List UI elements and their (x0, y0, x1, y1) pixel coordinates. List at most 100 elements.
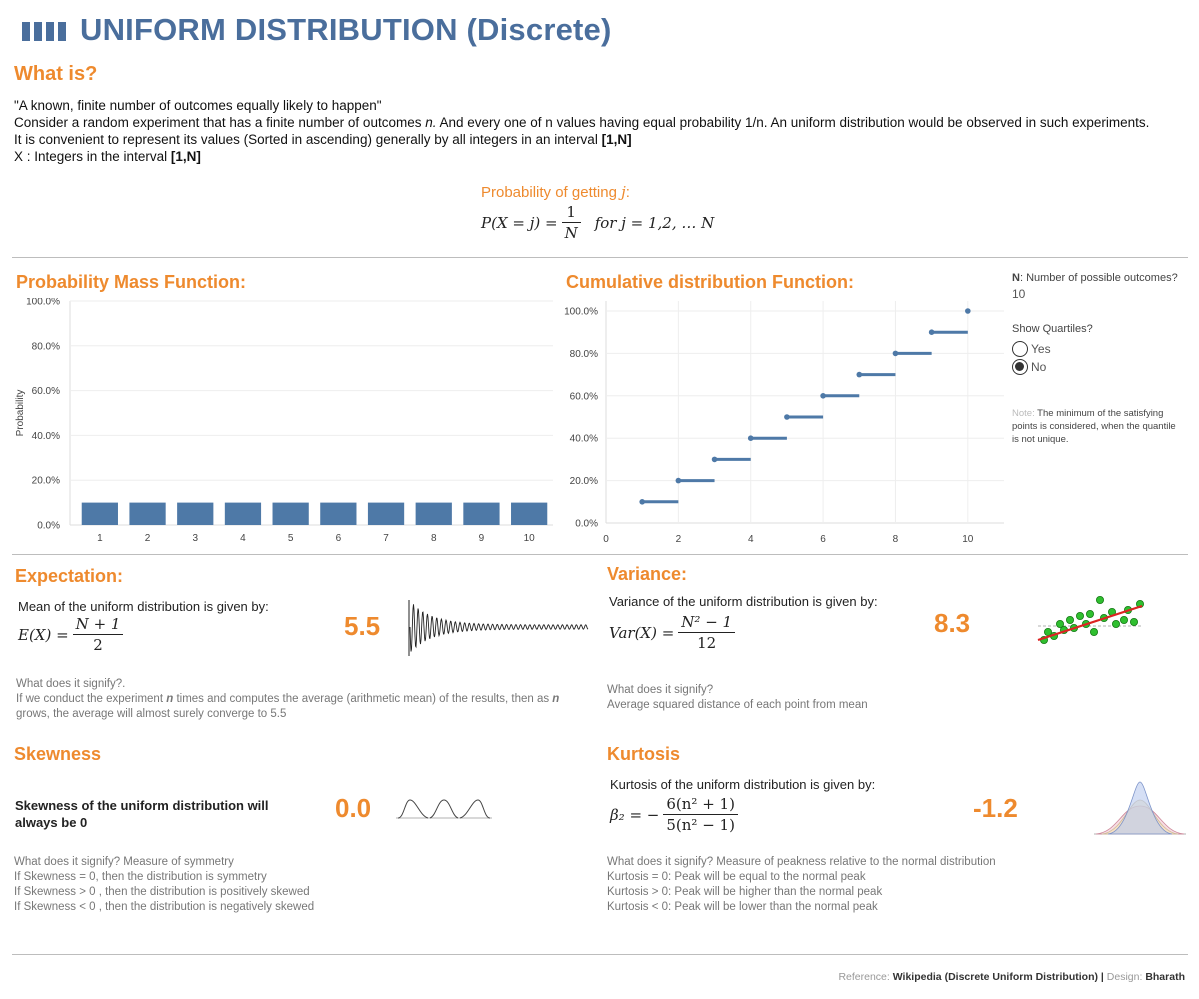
pmf-x-tick-label: 6 (336, 533, 342, 544)
bar-chart-icon (22, 22, 66, 41)
cdf-y-tick-label: 80.0% (570, 349, 598, 360)
skew-curves-icon (396, 799, 492, 819)
scatter-dot (1120, 615, 1129, 624)
pmf-x-tick-label: 4 (240, 533, 246, 544)
variance-title: Variance: (607, 564, 688, 584)
pmf-x-tick-label: 7 (383, 533, 389, 544)
radio-yes[interactable]: Yes (1012, 341, 1192, 357)
cdf-point (784, 414, 790, 420)
skewness-signify: What does it signify? Measure of symmetr… (14, 856, 315, 913)
intro-text: "A known, finite number of outcomes equa… (14, 97, 1189, 165)
scatter-dot (1096, 596, 1105, 604)
skewness-title: Skewness (14, 744, 102, 764)
scatter-dot (1076, 611, 1085, 620)
pmf-y-tick-label: 80.0% (32, 341, 60, 352)
cdf-x-tick-label: 6 (820, 534, 826, 545)
n-input[interactable]: 10 (1012, 287, 1026, 301)
cdf-title: Cumulative distribution Function: (566, 272, 854, 292)
kurtosis-formula: β₂ = − 6(n² + 1) 5(n² − 1) (610, 794, 738, 835)
pmf-y-tick-label: 40.0% (32, 431, 60, 442)
cdf-point (856, 371, 863, 378)
variance-signify: What does it signify? Average squared di… (607, 684, 868, 711)
variance-formula: Var(X) = N² − 1 12 (609, 612, 736, 653)
radio-yes-circle[interactable] (1012, 341, 1028, 357)
cdf-point (892, 350, 899, 357)
intro-quote: "A known, finite number of outcomes equa… (14, 98, 382, 113)
kurtosis-signify: What does it signify? Measure of peaknes… (607, 856, 996, 913)
what-is-heading: What is? (14, 63, 98, 85)
intro-line3: It is convenient to represent its values… (14, 132, 632, 147)
cdf-y-tick-label: 60.0% (570, 391, 598, 402)
scatter-dot (1066, 615, 1075, 624)
convergence-graph-icon (408, 600, 589, 656)
pmf-x-tick-label: 5 (288, 533, 294, 544)
pmf-y-tick-label: 0.0% (37, 521, 60, 532)
scatter-dot (1112, 619, 1121, 628)
page-title: UNIFORM DISTRIBUTION (Discrete) (80, 12, 612, 47)
radio-no-circle[interactable] (1012, 359, 1028, 375)
kurtosis-title: Kurtosis (607, 744, 681, 764)
cdf-point (928, 329, 935, 335)
cdf-point (965, 308, 971, 314)
kurtosis-value: -1.2 (973, 793, 1018, 823)
skewness-value: 0.0 (335, 793, 372, 823)
pmf-x-tick-label: 1 (97, 533, 103, 544)
cdf-x-tick-label: 8 (893, 534, 899, 545)
pmf-y-axis-label: Probability (15, 390, 26, 437)
radio-no[interactable]: No (1012, 359, 1192, 375)
variance-value: 8.3 (934, 608, 971, 638)
scatter-dot (1086, 609, 1095, 618)
footer: Reference: Wikipedia (Discrete Uniform D… (838, 971, 1185, 983)
quartiles-label: Show Quartiles? (1012, 323, 1093, 335)
cdf-y-tick-label: 100.0% (564, 307, 598, 318)
pmf-bar (272, 502, 309, 525)
skewness-desc: Skewness of the uniform distribution wil… (15, 798, 269, 830)
divider-middle (12, 554, 1188, 555)
probability-label: Probability of getting j: (481, 183, 630, 201)
cdf-x-tick-label: 0 (603, 534, 609, 545)
cdf-y-tick-label: 20.0% (570, 476, 598, 487)
pmf-chart: 0.0% 20.0% 40.0% 60.0% 80.0% 100.0% 1 2 3 4 5 6 7 8 9 1… (15, 298, 553, 544)
n-label: N: Number of possible outcomes? (1012, 272, 1178, 284)
expectation-value: 5.5 (344, 611, 381, 641)
pmf-bar (81, 502, 118, 525)
pmf-y-tick-label: 60.0% (32, 386, 60, 397)
pmf-bar (367, 502, 405, 525)
pmf-bar (511, 502, 548, 525)
cdf-point (747, 435, 754, 441)
note-text: Note: The minimum of the satisfying poin… (1012, 408, 1176, 445)
pmf-bar (224, 502, 262, 525)
pmf-bar (415, 502, 452, 525)
pmf-x-tick-label: 2 (145, 533, 151, 544)
cdf-point (820, 393, 826, 399)
controls-panel: N: Number of possible outcomes? 10 Show … (1012, 272, 1192, 446)
pmf-x-tick-label: 10 (524, 533, 536, 544)
pmf-bar (177, 502, 214, 525)
cdf-x-tick-label: 2 (676, 534, 682, 545)
scatter-regression-icon (1037, 596, 1145, 645)
pmf-x-tick-label: 9 (479, 533, 485, 544)
divider-top (12, 257, 1188, 258)
pmf-bar (129, 502, 166, 525)
scatter-dot (1130, 617, 1139, 626)
cdf-y-tick-label: 40.0% (570, 434, 598, 445)
page-header: UNIFORM DISTRIBUTION (Discrete) (22, 10, 612, 50)
expectation-signify: What does it signify?. If we conduct the… (16, 678, 560, 720)
reference-link[interactable]: Wikipedia (Discrete Uniform Distribution… (892, 971, 1098, 983)
expectation-desc: Mean of the uniform distribution is give… (18, 599, 269, 614)
pmf-bar (320, 502, 357, 525)
pmf-y-tick-label: 20.0% (32, 476, 60, 487)
pmf-x-tick-label: 3 (192, 533, 198, 544)
cdf-point (639, 499, 645, 505)
divider-bottom (12, 954, 1188, 955)
variance-desc: Variance of the uniform distribution is … (609, 594, 878, 609)
intro-line4: X : Integers in the interval [1,N] (14, 149, 201, 164)
cdf-chart: 0.0% 20.0% 40.0% 60.0% 80.0% 100.0% 0 2 4 6 8 10 (564, 301, 1004, 545)
scatter-dot (1055, 619, 1064, 628)
scatter-dot (1090, 628, 1099, 637)
pmf-bar (463, 502, 500, 525)
kurtosis-desc: Kurtosis of the uniform distribution is … (610, 777, 876, 792)
intro-line2: Consider a random experiment that has a … (14, 115, 1150, 130)
